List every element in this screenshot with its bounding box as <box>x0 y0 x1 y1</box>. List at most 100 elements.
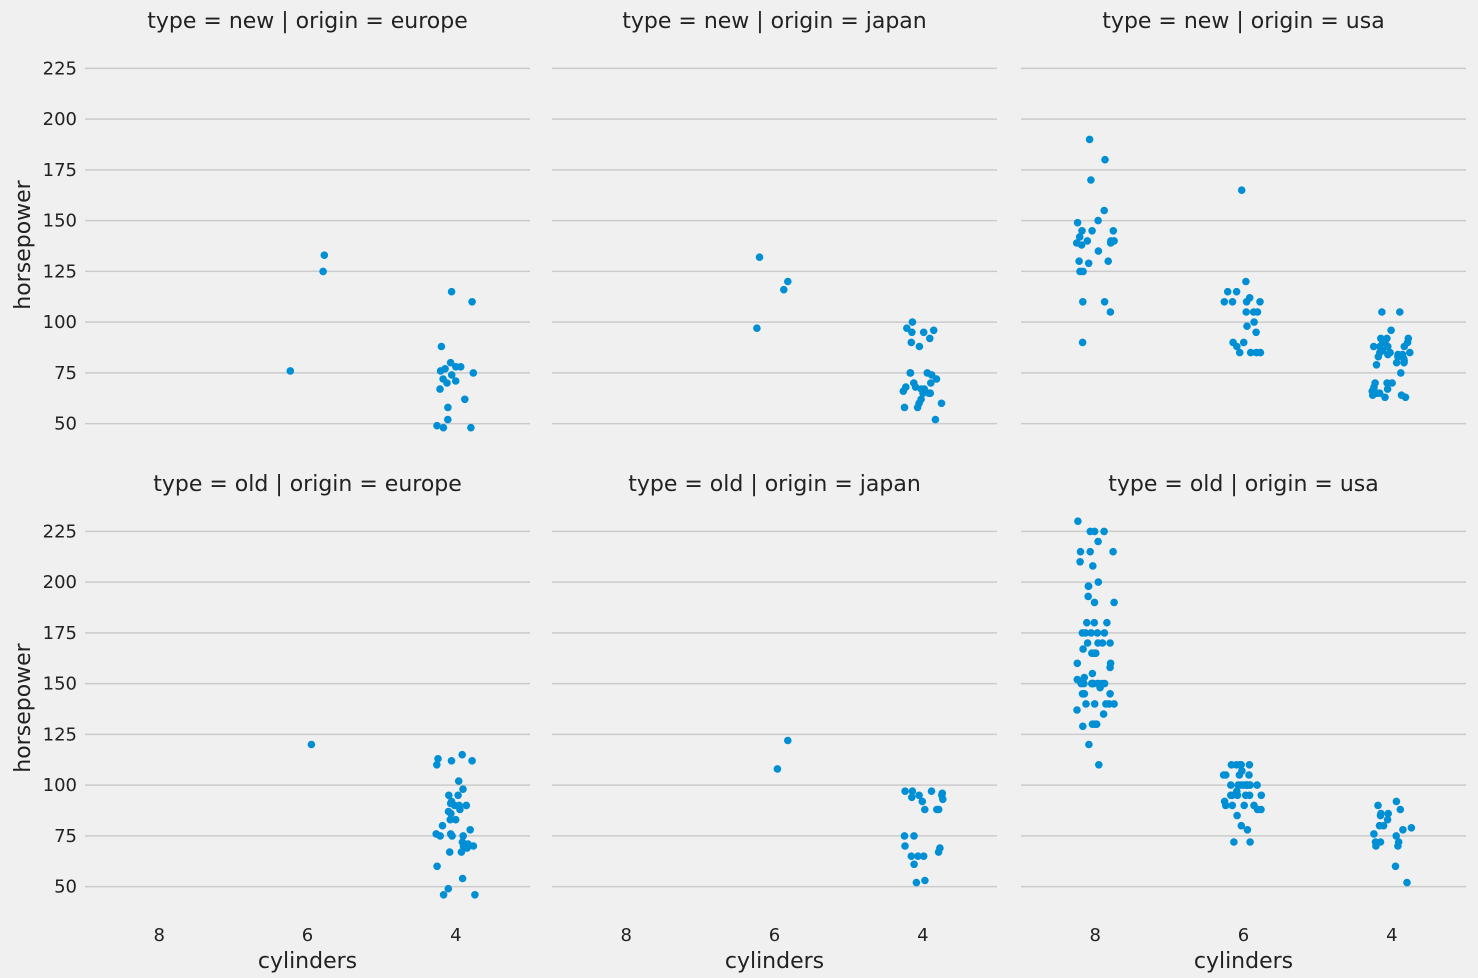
data-point <box>1233 342 1241 351</box>
data-point <box>1256 298 1264 306</box>
data-point <box>1392 358 1401 367</box>
data-point <box>1375 389 1384 398</box>
data-point <box>307 740 316 749</box>
x-axis-label: cylinders <box>725 949 824 974</box>
data-point <box>1075 257 1083 266</box>
data-point <box>1100 629 1109 637</box>
data-point <box>1396 805 1405 814</box>
data-point <box>926 389 935 398</box>
data-point <box>1100 527 1108 536</box>
data-point <box>1221 801 1230 810</box>
x-tick-label: 8 <box>620 925 631 946</box>
data-point <box>1245 761 1254 769</box>
data-point <box>1243 322 1251 331</box>
data-point <box>919 389 927 398</box>
data-point <box>1257 805 1265 814</box>
data-point <box>1233 791 1242 800</box>
y-tick-label: 75 <box>54 826 77 847</box>
data-point <box>454 791 462 800</box>
data-point <box>937 399 946 408</box>
data-point <box>467 423 475 432</box>
data-point <box>780 285 788 294</box>
data-point <box>446 358 455 367</box>
data-point <box>1073 659 1082 668</box>
data-point <box>929 326 938 335</box>
data-point <box>1085 135 1094 144</box>
data-point <box>899 387 908 396</box>
data-point <box>1087 629 1095 637</box>
data-point <box>1078 338 1087 347</box>
data-point <box>1383 815 1392 824</box>
data-point <box>447 371 456 379</box>
panel-title: type = new | origin = usa <box>1102 9 1384 34</box>
data-point <box>451 377 460 385</box>
data-point <box>910 832 918 840</box>
data-point <box>1397 369 1405 377</box>
data-point <box>447 809 455 818</box>
data-point <box>1374 352 1383 361</box>
y-tick-label: 125 <box>43 724 77 745</box>
x-tick-label: 4 <box>1386 925 1397 946</box>
data-point <box>458 750 467 759</box>
data-point <box>1106 690 1114 698</box>
y-tick-label: 175 <box>43 160 77 181</box>
data-point <box>439 423 448 432</box>
data-point <box>438 821 447 830</box>
data-point <box>1090 598 1099 607</box>
data-point <box>1075 233 1084 241</box>
y-axis-label: horsepower <box>11 179 36 309</box>
data-point <box>1079 267 1087 276</box>
data-point <box>921 805 929 814</box>
y-tick-label: 200 <box>43 572 77 593</box>
data-point <box>1086 547 1094 556</box>
data-point <box>1368 391 1377 400</box>
data-point <box>461 395 469 404</box>
x-axis-label: cylinders <box>1194 949 1293 974</box>
data-point <box>1407 824 1416 832</box>
data-point <box>1228 298 1237 306</box>
data-point <box>1090 720 1099 728</box>
x-tick-label: 6 <box>769 925 780 946</box>
data-point <box>918 797 927 806</box>
data-point <box>1073 706 1081 714</box>
y-tick-label: 75 <box>54 363 77 384</box>
y-tick-label: 50 <box>54 877 77 898</box>
x-tick-label: 8 <box>1089 925 1100 946</box>
data-point <box>443 379 451 387</box>
data-point <box>907 338 916 347</box>
data-point <box>1228 801 1237 810</box>
panel-title: type = new | origin = europe <box>147 9 468 34</box>
data-point <box>1078 227 1086 235</box>
data-point <box>1252 328 1260 337</box>
data-point <box>1378 308 1386 316</box>
data-point <box>900 832 909 840</box>
data-point <box>437 342 446 351</box>
data-point <box>1084 582 1093 590</box>
data-point <box>1392 797 1401 806</box>
data-point <box>901 787 909 795</box>
data-point <box>1109 227 1118 235</box>
y-tick-label: 50 <box>54 414 77 435</box>
panel-title: type = old | origin = europe <box>153 472 462 497</box>
data-point <box>1235 771 1244 779</box>
data-point <box>755 253 764 261</box>
data-point <box>784 736 792 745</box>
data-point <box>1098 639 1107 647</box>
data-point <box>436 385 444 393</box>
data-point <box>1253 308 1262 316</box>
data-point <box>469 369 478 377</box>
data-point <box>908 793 916 802</box>
data-point <box>319 267 327 276</box>
data-point <box>907 852 916 860</box>
data-point <box>1090 700 1099 708</box>
data-point <box>1237 821 1246 830</box>
data-point <box>1242 298 1251 306</box>
data-point <box>1243 826 1252 834</box>
data-point <box>1085 740 1093 749</box>
data-point <box>914 852 922 860</box>
data-point <box>1088 669 1097 678</box>
data-point <box>1087 176 1095 184</box>
data-point <box>1396 308 1404 316</box>
data-point <box>444 403 452 412</box>
